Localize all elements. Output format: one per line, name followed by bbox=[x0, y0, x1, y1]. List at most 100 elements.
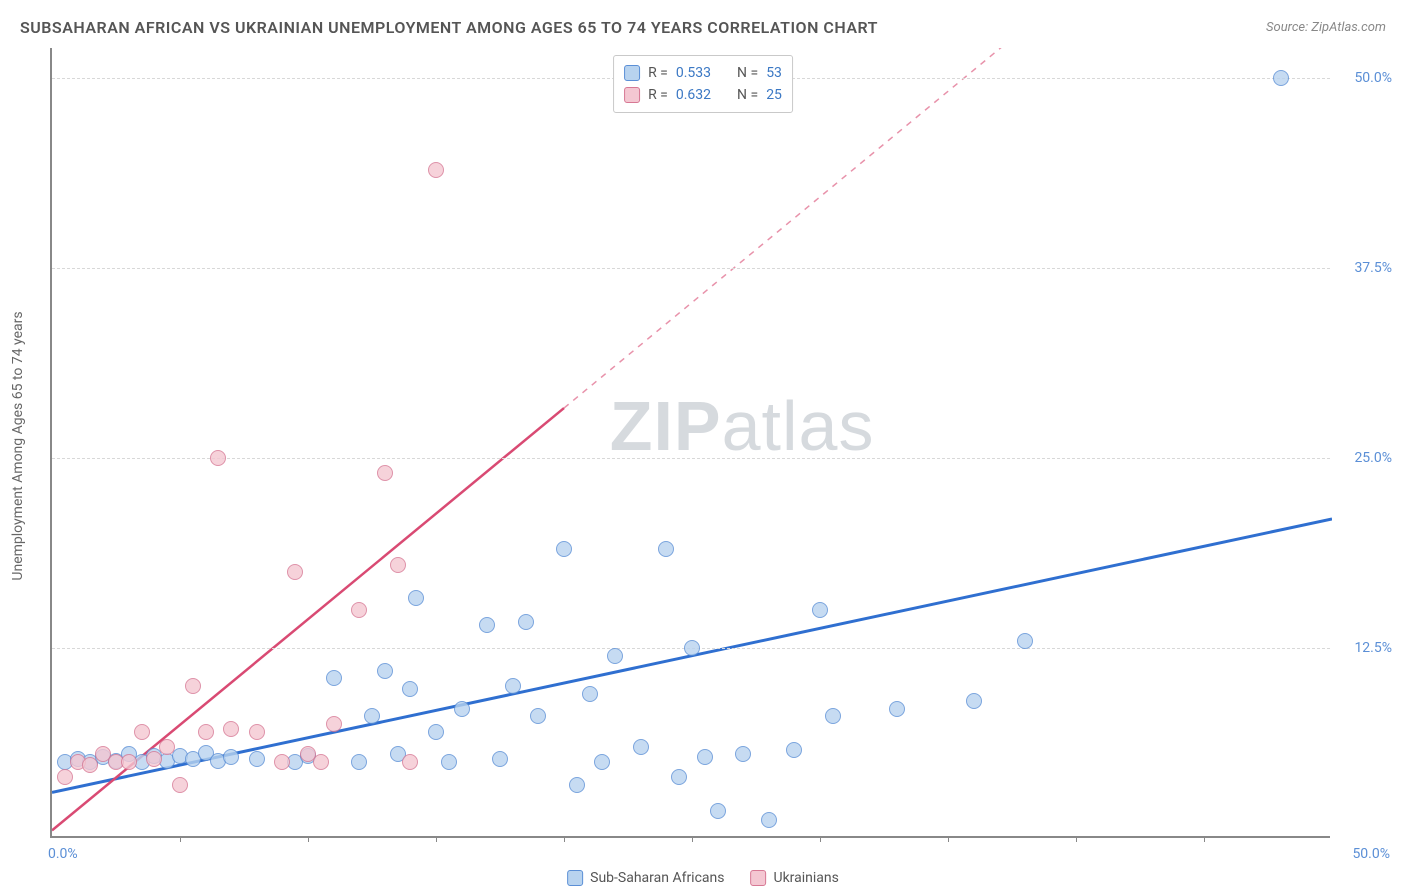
data-point bbox=[966, 693, 982, 709]
data-point bbox=[287, 564, 303, 580]
data-point bbox=[408, 590, 424, 606]
data-point bbox=[697, 749, 713, 765]
data-point bbox=[607, 648, 623, 664]
data-point bbox=[710, 803, 726, 819]
data-point bbox=[390, 557, 406, 573]
data-point bbox=[684, 640, 700, 656]
swatch-icon bbox=[750, 870, 766, 886]
gridline-h bbox=[52, 268, 1330, 269]
legend-bottom: Sub-Saharan Africans Ukrainians bbox=[567, 870, 839, 886]
data-point bbox=[134, 724, 150, 740]
legend-item: Ukrainians bbox=[750, 870, 838, 886]
xtick-mark bbox=[564, 836, 565, 842]
xtick-mark bbox=[948, 836, 949, 842]
data-point bbox=[505, 678, 521, 694]
legend-r-label: R = bbox=[648, 87, 668, 103]
data-point bbox=[825, 708, 841, 724]
series-name: Sub-Saharan Africans bbox=[590, 870, 724, 886]
data-point bbox=[1273, 70, 1289, 86]
data-point bbox=[786, 742, 802, 758]
legend-stats-row: R = 0.533 N = 53 bbox=[624, 62, 782, 84]
data-point bbox=[172, 777, 188, 793]
data-point bbox=[274, 754, 290, 770]
data-point bbox=[1017, 633, 1033, 649]
legend-r-value: 0.533 bbox=[676, 65, 711, 81]
data-point bbox=[658, 541, 674, 557]
data-point bbox=[326, 670, 342, 686]
data-point bbox=[428, 162, 444, 178]
ytick-label: 25.0% bbox=[1354, 450, 1392, 466]
chart-title: SUBSAHARAN AFRICAN VS UKRAINIAN UNEMPLOY… bbox=[20, 18, 878, 37]
xtick-mark bbox=[180, 836, 181, 842]
swatch-icon bbox=[567, 870, 583, 886]
data-point bbox=[518, 614, 534, 630]
xtick-mark bbox=[692, 836, 693, 842]
legend-r-value: 0.632 bbox=[676, 87, 711, 103]
legend-n-value: 53 bbox=[766, 65, 782, 81]
data-point bbox=[249, 751, 265, 767]
data-point bbox=[121, 754, 137, 770]
legend-item: Sub-Saharan Africans bbox=[567, 870, 724, 886]
legend-r-label: R = bbox=[648, 65, 668, 81]
xtick-label: 0.0% bbox=[48, 846, 78, 862]
ytick-label: 37.5% bbox=[1354, 260, 1392, 276]
gridline-h bbox=[52, 458, 1330, 459]
xtick-label: 50.0% bbox=[1352, 846, 1390, 862]
watermark-light: atlas bbox=[722, 387, 875, 465]
data-point bbox=[159, 739, 175, 755]
data-point bbox=[428, 724, 444, 740]
data-point bbox=[761, 812, 777, 828]
data-point bbox=[479, 617, 495, 633]
source-label: Source: ZipAtlas.com bbox=[1266, 20, 1386, 35]
data-point bbox=[57, 769, 73, 785]
data-point bbox=[812, 602, 828, 618]
data-point bbox=[351, 602, 367, 618]
data-point bbox=[889, 701, 905, 717]
data-point bbox=[492, 751, 508, 767]
data-point bbox=[594, 754, 610, 770]
watermark-strong: ZIP bbox=[610, 387, 722, 465]
watermark: ZIPatlas bbox=[610, 386, 875, 466]
xtick-mark bbox=[820, 836, 821, 842]
y-axis-label: Unemployment Among Ages 65 to 74 years bbox=[10, 311, 26, 580]
data-point bbox=[185, 678, 201, 694]
legend-n-label: N = bbox=[737, 87, 758, 103]
xtick-mark bbox=[1076, 836, 1077, 842]
plot-area: ZIPatlas 12.5%25.0%37.5%50.0%0.0%50.0% bbox=[50, 48, 1330, 838]
data-point bbox=[377, 663, 393, 679]
xtick-mark bbox=[436, 836, 437, 842]
data-point bbox=[351, 754, 367, 770]
data-point bbox=[210, 450, 226, 466]
data-point bbox=[454, 701, 470, 717]
legend-stats-box: R = 0.533 N = 53 R = 0.632 N = 25 bbox=[613, 55, 793, 113]
legend-stats-row: R = 0.632 N = 25 bbox=[624, 84, 782, 106]
data-point bbox=[198, 724, 214, 740]
series-name: Ukrainians bbox=[773, 870, 838, 886]
swatch-icon bbox=[624, 65, 640, 81]
xtick-mark bbox=[1204, 836, 1205, 842]
data-point bbox=[313, 754, 329, 770]
data-point bbox=[441, 754, 457, 770]
data-point bbox=[735, 746, 751, 762]
data-point bbox=[671, 769, 687, 785]
data-point bbox=[377, 465, 393, 481]
legend-n-value: 25 bbox=[766, 87, 782, 103]
legend-n-label: N = bbox=[737, 65, 758, 81]
data-point bbox=[146, 751, 162, 767]
data-point bbox=[223, 721, 239, 737]
data-point bbox=[364, 708, 380, 724]
data-point bbox=[402, 681, 418, 697]
data-point bbox=[582, 686, 598, 702]
data-point bbox=[556, 541, 572, 557]
data-point bbox=[633, 739, 649, 755]
data-point bbox=[402, 754, 418, 770]
data-point bbox=[249, 724, 265, 740]
data-point bbox=[569, 777, 585, 793]
swatch-icon bbox=[624, 87, 640, 103]
data-point bbox=[530, 708, 546, 724]
xtick-mark bbox=[308, 836, 309, 842]
data-point bbox=[326, 716, 342, 732]
ytick-label: 50.0% bbox=[1354, 70, 1392, 86]
ytick-label: 12.5% bbox=[1354, 640, 1392, 656]
data-point bbox=[223, 749, 239, 765]
